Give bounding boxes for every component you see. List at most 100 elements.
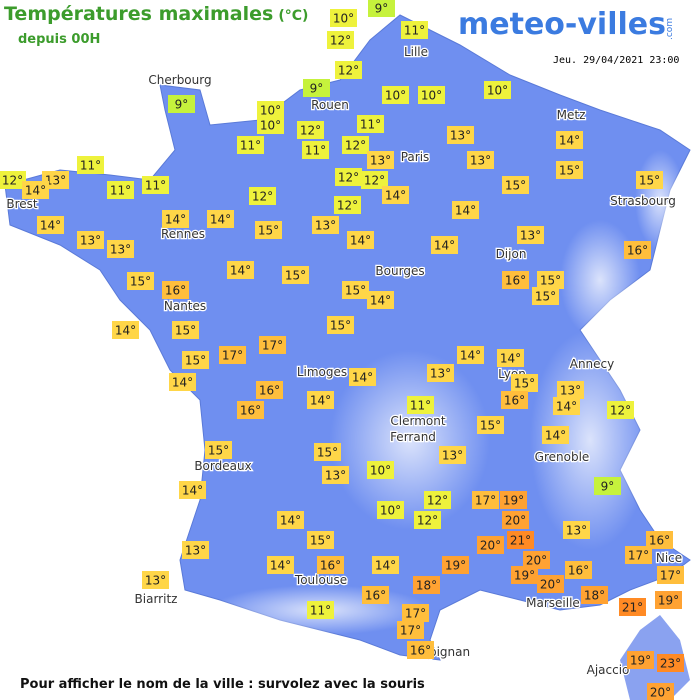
badge-box [335,168,362,186]
badge-box [347,231,374,249]
temperature: 10° [260,104,281,118]
temp-badge: 11° [302,141,329,159]
temperature: 14° [350,234,371,248]
badge-box [625,546,652,564]
temp-badge: 15° [556,161,583,179]
badge-box [322,466,349,484]
badge-box [267,556,294,574]
temp-badge: 14° [37,216,64,234]
temp-badge: 15° [255,221,282,239]
temperature: 17° [628,549,649,563]
temp-badge: 11° [107,181,134,199]
city-name: Ferrand [390,430,436,444]
temperature: 16° [365,589,386,603]
badge-box [207,210,234,228]
temperature: 12° [338,171,359,185]
badge-box [627,651,654,669]
corsica-land [620,615,690,700]
city-name: Limoges [297,365,347,379]
badge-box [624,241,651,259]
temperature: 14° [270,559,291,573]
temperature: 13° [145,574,166,588]
temperature: 15° [514,377,535,391]
temp-badge: 14° [452,201,479,219]
temperature: 11° [310,604,331,618]
temp-badge: 12° [297,121,324,139]
badge-box [472,491,499,509]
temp-badge: 9° [168,95,195,113]
city-name: Bourges [375,264,424,278]
temp-badge: 13° [322,466,349,484]
temperature: 12° [345,139,366,153]
temperature: 10° [385,89,406,103]
badge-box [362,586,389,604]
temp-badge: 16° [256,381,283,399]
temperature: 15° [540,274,561,288]
temperature: 19° [630,654,651,668]
temperature: 15° [208,444,229,458]
temp-badge: 10° [484,81,511,99]
temperature: 17° [660,569,681,583]
temperature: 23° [660,657,681,671]
badge-box [367,291,394,309]
temperature: 11° [360,118,381,132]
temp-badge: 13° [557,381,584,399]
temp-badge: 23° [657,654,684,672]
badge-box [237,136,264,154]
temperature: 14° [40,219,61,233]
badge-box [107,240,134,258]
temperature: 13° [110,243,131,257]
temperature: 9° [175,98,189,112]
temp-badge: 18° [581,586,608,604]
temp-badge: 15° [127,272,154,290]
badge-box [307,391,334,409]
temp-badge: 17° [219,346,246,364]
temperature: 13° [560,384,581,398]
badge-box [407,396,434,414]
city-name: Bordeaux [194,459,251,473]
temp-badge: 15° [314,443,341,461]
temperature: 19° [445,559,466,573]
temperature: 13° [566,524,587,538]
city-name: Biarritz [135,592,178,606]
city-name: Strasbourg [610,194,676,208]
temperature: 14° [230,264,251,278]
temp-badge: 13° [367,151,394,169]
temperature: 15° [559,164,580,178]
temperature: 10° [370,464,391,478]
badge-box [77,156,104,174]
temperature: 21° [510,534,531,548]
temperature: 14° [385,189,406,203]
badge-box [162,210,189,228]
temperature: 15° [505,179,526,193]
badge-box [179,481,206,499]
temp-badge: 11° [401,21,428,39]
temp-badge: 15° [532,287,559,305]
badge-box [556,131,583,149]
temp-badge: 11° [77,156,104,174]
badge-box [255,221,282,239]
temperature: 16° [568,564,589,578]
badge-box [414,511,441,529]
badge-box [168,95,195,113]
temperature: 15° [130,275,151,289]
temperature: 9° [310,82,324,96]
temp-badge: 14° [307,391,334,409]
temperature: 13° [520,229,541,243]
temperature: 13° [442,449,463,463]
badge-box [452,201,479,219]
temp-badge: 14° [162,210,189,228]
temperature: 14° [545,429,566,443]
temp-badge: 9° [594,477,621,495]
city-name: Lille [404,45,428,59]
badge-box [169,373,196,391]
badge-box [302,141,329,159]
temperature: 15° [310,534,331,548]
temp-badge: 12° [335,168,362,186]
temperature: 12° [330,34,351,48]
badge-box [172,321,199,339]
temp-badge: 19° [500,491,527,509]
temperature: 11° [110,184,131,198]
temp-badge: 11° [407,396,434,414]
temp-badge: 19° [442,556,469,574]
